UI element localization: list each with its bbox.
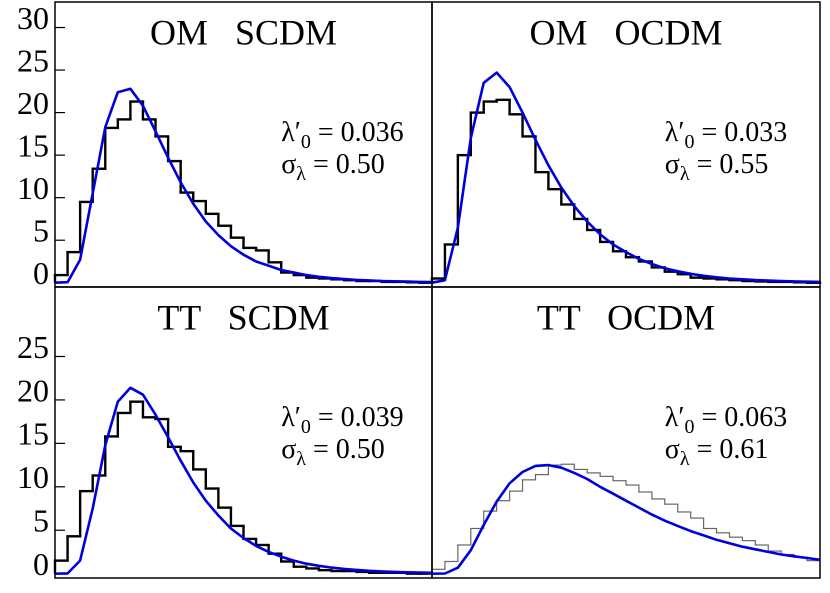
annotation-subscript: λ xyxy=(296,163,306,185)
annotation-sigma: σλ = 0.55 xyxy=(665,149,769,184)
model-curve xyxy=(431,71,821,284)
model-curve xyxy=(54,87,433,284)
annotation-value: = 0.033 xyxy=(695,117,788,148)
annotation-subscript: 0 xyxy=(301,131,311,153)
y-tick-label: 10 xyxy=(17,459,49,495)
annotation-symbol: λ′ xyxy=(281,117,301,148)
annotation-subscript: 0 xyxy=(685,131,695,153)
y-tick-label: 20 xyxy=(17,85,49,121)
annotation-lambda: λ′0 = 0.033 xyxy=(665,117,788,152)
panel-title: TT SCDM xyxy=(157,297,329,337)
y-tick-label: 0 xyxy=(33,255,49,291)
annotation-symbol: λ′ xyxy=(281,402,301,433)
panel-title: OM SCDM xyxy=(150,12,337,52)
annotation-sigma: σλ = 0.50 xyxy=(281,149,385,184)
annotation-subscript: λ xyxy=(680,163,690,185)
annotation-lambda: λ′0 = 0.036 xyxy=(281,117,404,152)
annotation-value: = 0.063 xyxy=(695,402,788,433)
annotation-value: = 0.55 xyxy=(690,149,769,180)
annotation-symbol: λ′ xyxy=(665,402,685,433)
y-tick-label: 15 xyxy=(17,416,49,452)
y-tick-label: 15 xyxy=(17,127,49,163)
annotation-sigma: σλ = 0.61 xyxy=(665,434,769,469)
y-tick-label: 30 xyxy=(17,0,49,36)
annotation-symbol: σ xyxy=(665,434,680,465)
y-tick-label: 25 xyxy=(17,329,49,365)
y-tick-label: 5 xyxy=(33,213,49,249)
y-tick-label: 10 xyxy=(17,170,49,206)
annotation-sigma: σλ = 0.50 xyxy=(281,434,385,469)
annotation-subscript: λ xyxy=(296,448,306,470)
annotation-value: = 0.036 xyxy=(311,117,404,148)
annotation-lambda: λ′0 = 0.039 xyxy=(281,402,404,437)
annotation-value: = 0.50 xyxy=(306,434,385,465)
annotation-subscript: λ xyxy=(680,448,690,470)
annotation-symbol: λ′ xyxy=(665,117,685,148)
annotation-lambda: λ′0 = 0.063 xyxy=(665,402,788,437)
y-tick-label: 25 xyxy=(17,42,49,78)
y-tick-label: 5 xyxy=(33,503,49,539)
panel-title: TT OCDM xyxy=(537,297,715,337)
panel-frame xyxy=(431,286,821,579)
y-tick-label: 0 xyxy=(33,546,49,582)
annotation-symbol: σ xyxy=(665,149,680,180)
annotation-subscript: 0 xyxy=(685,416,695,438)
annotation-value: = 0.039 xyxy=(311,402,404,433)
model-curve xyxy=(431,463,821,575)
annotation-symbol: σ xyxy=(281,149,296,180)
annotation-value: = 0.50 xyxy=(306,149,385,180)
y-tick-label: 20 xyxy=(17,372,49,408)
annotation-subscript: 0 xyxy=(301,416,311,438)
model-curve xyxy=(54,386,433,575)
panel-title: OM OCDM xyxy=(529,12,722,52)
annotation-symbol: σ xyxy=(281,434,296,465)
annotation-value: = 0.61 xyxy=(690,434,769,465)
